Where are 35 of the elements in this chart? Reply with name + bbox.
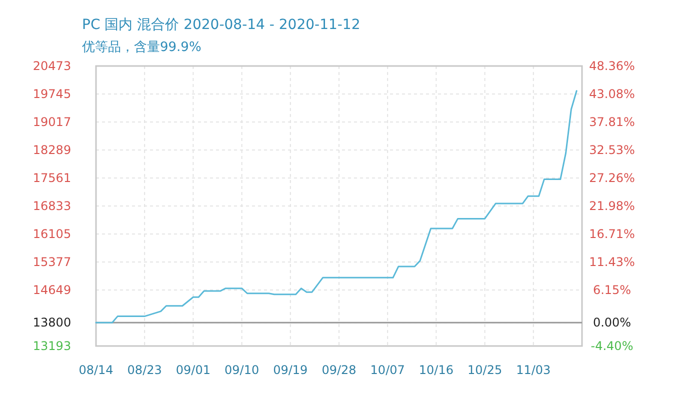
- y-tick-label: 13193: [32, 339, 72, 353]
- y-tick-label: 19745: [32, 87, 72, 101]
- y2-tick-label: 27.26%: [589, 170, 635, 185]
- y2-tick-label: 37.81%: [589, 114, 635, 129]
- y2-tick-label: -4.40%: [590, 339, 634, 353]
- x-tick-label: 09/10: [224, 363, 260, 377]
- y2-tick-label: 32.53%: [589, 143, 635, 158]
- x-tick-label: 11/03: [516, 363, 551, 377]
- x-tick-label: 08/14: [78, 363, 114, 377]
- y-tick-label: 16833: [32, 199, 72, 213]
- x-tick-label: 08/23: [127, 363, 162, 377]
- y-tick-label: 14649: [32, 283, 72, 297]
- y-tick-label: 15377: [32, 255, 72, 269]
- chart-title: PC 国内 混合价 2020-08-14 - 2020-11-12: [82, 17, 360, 33]
- x-tick-label: 09/19: [273, 363, 308, 377]
- y2-tick-label: 48.36%: [589, 59, 635, 73]
- y2-tick-label: 0.00%: [592, 316, 632, 330]
- y-tick-label: 19017: [32, 115, 72, 129]
- y2-tick-label: 6.15%: [592, 283, 632, 298]
- chart-subtitle: 优等品，含量99.9%: [82, 40, 202, 55]
- y2-tick-label: 16.71%: [589, 226, 635, 241]
- y-tick-label: 18289: [32, 143, 72, 157]
- y-tick-label: 17561: [32, 171, 72, 185]
- line-series: [95, 90, 578, 324]
- y2-tick-label: 43.08%: [589, 87, 635, 102]
- x-tick-label: 10/07: [370, 363, 405, 377]
- y-tick-label: 20473: [32, 59, 72, 73]
- x-tick-label: 09/01: [176, 363, 210, 377]
- x-tick-label: 09/28: [322, 363, 356, 377]
- x-tick-label: 10/25: [468, 363, 502, 377]
- y-tick-label: 13800: [32, 316, 72, 330]
- x-tick-label: 10/16: [418, 363, 454, 377]
- y2-tick-label: 11.43%: [589, 254, 635, 269]
- y2-tick-label: 21.98%: [589, 199, 635, 213]
- y-tick-label: 16105: [32, 227, 72, 241]
